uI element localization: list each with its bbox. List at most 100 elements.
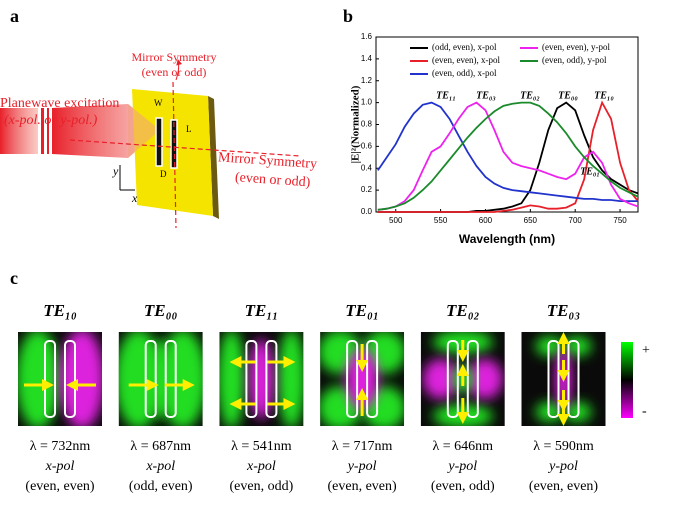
y-tick-label: 0.6 xyxy=(361,141,373,150)
x-tick-label: 650 xyxy=(524,216,538,225)
dimension-label: D xyxy=(160,169,167,179)
peak-label: TE₀₀ xyxy=(558,90,578,101)
colorbar-label: + xyxy=(642,343,650,358)
y-tick-label: 0.4 xyxy=(361,163,373,172)
field-lobe xyxy=(346,349,379,409)
field-lobe xyxy=(150,339,171,419)
excitation-label: (x-pol. or y-pol.) xyxy=(4,113,98,128)
mirror-label: (even or odd) xyxy=(142,65,207,79)
mode-symmetry: (even, even) xyxy=(25,479,95,494)
mirror-label: Mirror Symmetry xyxy=(132,50,217,64)
field-lobe xyxy=(60,332,102,426)
nanorod xyxy=(265,340,278,418)
mode-polarization: y-pol xyxy=(547,459,578,474)
mode-symmetry: (odd, even) xyxy=(129,479,193,494)
nanorod xyxy=(164,340,177,418)
field-lobe xyxy=(18,332,60,426)
field-lobe xyxy=(118,332,163,426)
y-tick-label: 0.0 xyxy=(361,207,373,216)
series-line xyxy=(377,101,639,211)
mode-map xyxy=(420,332,505,426)
pointer xyxy=(175,59,183,81)
legend-label: (even, even), y-pol xyxy=(542,42,610,52)
peak-label: TE₀₂ xyxy=(520,90,540,101)
x-tick-label: 500 xyxy=(389,216,403,225)
mode-wavelength: λ = 590nm xyxy=(533,439,594,454)
symmetry-line xyxy=(69,139,301,157)
mirror-label: Mirror Symmetry xyxy=(217,150,317,172)
field-lobe xyxy=(158,332,203,426)
mode-map xyxy=(118,332,203,426)
y-tick-label: 1.2 xyxy=(361,76,373,85)
y-tick-label: 1.0 xyxy=(361,98,373,107)
nanorod xyxy=(245,340,258,418)
mode-symmetry: (even, odd) xyxy=(431,479,495,494)
beam xyxy=(47,108,49,154)
slit xyxy=(155,117,163,167)
legend-label: (even, even), x-pol xyxy=(432,55,500,65)
mode-map xyxy=(521,332,606,426)
dimension-label: W xyxy=(154,98,163,108)
series-line xyxy=(377,101,639,211)
series-line xyxy=(377,101,638,202)
field-lobe xyxy=(277,332,304,426)
mode-wavelength: λ = 646nm xyxy=(433,439,494,454)
nanorod xyxy=(466,340,479,418)
mode-wavelength: λ = 717nm xyxy=(332,439,393,454)
field-lobe xyxy=(219,332,246,426)
colorbar xyxy=(621,342,633,418)
mode-polarization: x-pol xyxy=(246,459,276,474)
mode-wavelength: λ = 732nm xyxy=(30,439,91,454)
mode-title: TE₀₃ xyxy=(547,301,581,320)
panel-label: c xyxy=(10,268,18,288)
panel-label: a xyxy=(10,6,19,26)
colorbar-label: - xyxy=(642,404,647,419)
axis-label: y xyxy=(112,164,119,178)
mode-symmetry: (even, odd) xyxy=(230,479,294,494)
y-tick-label: 0.8 xyxy=(361,120,373,129)
field-lobe xyxy=(466,359,503,399)
series-line xyxy=(377,100,639,213)
mode-polarization: y-pol xyxy=(346,459,377,474)
mirror-label: (even or odd) xyxy=(234,170,311,190)
mode-title: TE₀₂ xyxy=(446,301,480,320)
mode-wavelength: λ = 687nm xyxy=(130,439,191,454)
peak-label: TE₁₀ xyxy=(594,90,614,101)
y-tick-label: 1.4 xyxy=(361,54,373,63)
x-tick-label: 600 xyxy=(479,216,493,225)
mode-title: TE₁₁ xyxy=(245,301,279,320)
plate-edge xyxy=(208,96,219,219)
x-tick-label: 750 xyxy=(613,216,627,225)
mode-title: TE₁₀ xyxy=(43,301,77,320)
nanorod xyxy=(446,340,459,418)
beam xyxy=(0,108,38,154)
mode-map xyxy=(320,332,405,426)
y-axis-label: |E|²(Normalized) xyxy=(350,85,362,163)
mode-title: TE₀₀ xyxy=(144,301,178,320)
nanorod xyxy=(366,340,379,418)
excitation-label: Planewave excitation xyxy=(0,96,119,111)
axis-label: x xyxy=(131,191,138,205)
mode-map xyxy=(219,332,304,426)
mode-polarization: y-pol xyxy=(446,459,477,474)
legend-label: (even, odd), x-pol xyxy=(432,68,497,78)
mode-symmetry: (even, even) xyxy=(328,479,398,494)
mode-wavelength: λ = 541nm xyxy=(231,439,292,454)
x-axis-label: Wavelength (nm) xyxy=(459,232,555,246)
y-tick-label: 1.6 xyxy=(361,32,373,41)
mode-maps: TE₁₀ λ = 732nm x-pol (even, even) TE₀₀ λ = 68… xyxy=(18,301,606,494)
y-tick-label: 0.2 xyxy=(361,185,373,194)
peak-label: TE₁₁ xyxy=(436,90,456,101)
x-tick-label: 550 xyxy=(434,216,448,225)
mode-map xyxy=(18,332,102,426)
legend-label: (even, odd), y-pol xyxy=(542,55,607,65)
symmetry-line xyxy=(172,81,177,229)
chart: 0.0 0.2 0.4 0.6 0.8 1.0 1.2 1.4 1.6 500 550 600 650 7… xyxy=(350,32,639,246)
mode-symmetry: (even, even) xyxy=(529,479,599,494)
slit xyxy=(170,119,178,169)
mode-polarization: x-pol xyxy=(45,459,75,474)
peak-label: TE₀₃ xyxy=(476,90,496,101)
beam xyxy=(41,108,44,154)
field-lobe xyxy=(249,339,274,419)
